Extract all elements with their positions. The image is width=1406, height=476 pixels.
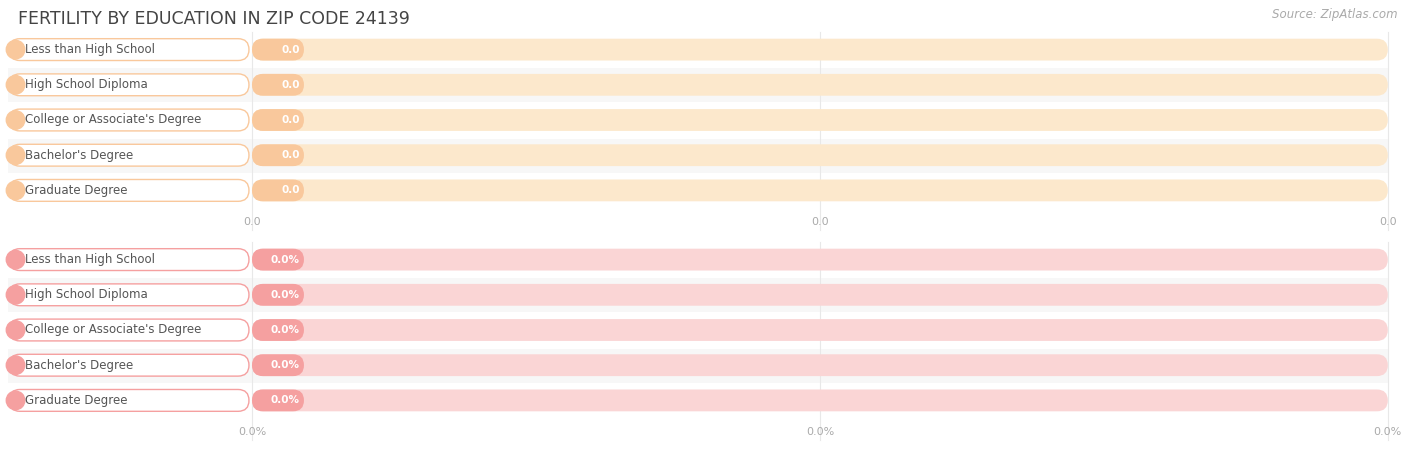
- FancyBboxPatch shape: [252, 144, 304, 166]
- Text: 0.0%: 0.0%: [271, 396, 299, 406]
- Text: 0.0%: 0.0%: [271, 255, 299, 265]
- FancyBboxPatch shape: [252, 74, 1388, 96]
- Text: 0.0%: 0.0%: [1374, 427, 1402, 437]
- FancyBboxPatch shape: [8, 39, 249, 60]
- FancyBboxPatch shape: [252, 144, 1388, 166]
- Circle shape: [6, 111, 25, 129]
- FancyBboxPatch shape: [8, 139, 1388, 173]
- FancyBboxPatch shape: [8, 103, 1388, 138]
- FancyBboxPatch shape: [252, 354, 304, 376]
- Circle shape: [6, 356, 25, 375]
- Text: High School Diploma: High School Diploma: [25, 288, 148, 301]
- Circle shape: [6, 250, 25, 269]
- FancyBboxPatch shape: [252, 319, 304, 341]
- Circle shape: [6, 146, 25, 165]
- FancyBboxPatch shape: [8, 313, 1388, 347]
- FancyBboxPatch shape: [252, 179, 1388, 201]
- FancyBboxPatch shape: [8, 278, 1388, 312]
- Text: 0.0: 0.0: [281, 115, 299, 125]
- FancyBboxPatch shape: [252, 354, 1388, 376]
- Text: FERTILITY BY EDUCATION IN ZIP CODE 24139: FERTILITY BY EDUCATION IN ZIP CODE 24139: [18, 10, 411, 28]
- Text: College or Associate's Degree: College or Associate's Degree: [25, 113, 201, 127]
- FancyBboxPatch shape: [8, 68, 1388, 102]
- Text: Graduate Degree: Graduate Degree: [25, 184, 128, 197]
- Text: Bachelor's Degree: Bachelor's Degree: [25, 359, 134, 372]
- Text: Bachelor's Degree: Bachelor's Degree: [25, 149, 134, 162]
- Circle shape: [6, 321, 25, 339]
- Text: 0.0: 0.0: [281, 185, 299, 196]
- Text: High School Diploma: High School Diploma: [25, 78, 148, 91]
- FancyBboxPatch shape: [8, 144, 249, 166]
- FancyBboxPatch shape: [8, 348, 1388, 383]
- Circle shape: [6, 391, 25, 410]
- FancyBboxPatch shape: [8, 174, 1388, 208]
- FancyBboxPatch shape: [252, 248, 1388, 270]
- Text: 0.0: 0.0: [281, 45, 299, 55]
- Text: Source: ZipAtlas.com: Source: ZipAtlas.com: [1272, 8, 1398, 21]
- FancyBboxPatch shape: [8, 248, 249, 270]
- FancyBboxPatch shape: [8, 384, 1388, 418]
- FancyBboxPatch shape: [252, 284, 1388, 306]
- Text: Less than High School: Less than High School: [25, 43, 156, 56]
- FancyBboxPatch shape: [252, 39, 1388, 60]
- Text: Graduate Degree: Graduate Degree: [25, 394, 128, 407]
- FancyBboxPatch shape: [8, 179, 249, 201]
- Text: 0.0: 0.0: [281, 150, 299, 160]
- Text: 0.0%: 0.0%: [271, 360, 299, 370]
- FancyBboxPatch shape: [252, 389, 1388, 411]
- FancyBboxPatch shape: [252, 389, 304, 411]
- FancyBboxPatch shape: [252, 319, 1388, 341]
- FancyBboxPatch shape: [252, 74, 304, 96]
- Text: 0.0: 0.0: [281, 80, 299, 90]
- Text: 0.0%: 0.0%: [271, 290, 299, 300]
- FancyBboxPatch shape: [252, 109, 1388, 131]
- Circle shape: [6, 76, 25, 94]
- FancyBboxPatch shape: [8, 389, 249, 411]
- Circle shape: [6, 181, 25, 199]
- FancyBboxPatch shape: [8, 109, 249, 131]
- Text: 0.0: 0.0: [811, 218, 828, 228]
- Text: Less than High School: Less than High School: [25, 253, 156, 266]
- FancyBboxPatch shape: [252, 248, 304, 270]
- FancyBboxPatch shape: [8, 354, 249, 376]
- Text: 0.0%: 0.0%: [238, 427, 266, 437]
- Text: 0.0: 0.0: [243, 218, 260, 228]
- FancyBboxPatch shape: [252, 109, 304, 131]
- FancyBboxPatch shape: [252, 39, 304, 60]
- Circle shape: [6, 40, 25, 59]
- Text: 0.0%: 0.0%: [271, 325, 299, 335]
- FancyBboxPatch shape: [252, 284, 304, 306]
- FancyBboxPatch shape: [8, 319, 249, 341]
- Text: 0.0%: 0.0%: [806, 427, 834, 437]
- Text: College or Associate's Degree: College or Associate's Degree: [25, 324, 201, 337]
- FancyBboxPatch shape: [8, 243, 1388, 277]
- FancyBboxPatch shape: [8, 284, 249, 306]
- FancyBboxPatch shape: [252, 179, 304, 201]
- FancyBboxPatch shape: [8, 74, 249, 96]
- Circle shape: [6, 286, 25, 304]
- FancyBboxPatch shape: [8, 33, 1388, 67]
- Text: 0.0: 0.0: [1379, 218, 1396, 228]
